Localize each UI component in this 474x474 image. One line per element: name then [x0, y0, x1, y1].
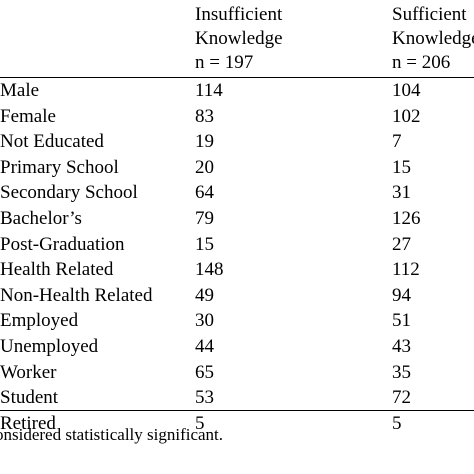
cell-sufficient: 35 [392, 361, 411, 383]
table-row: Student 53 72 [0, 385, 474, 411]
cell-insufficient: 15 [195, 233, 214, 255]
cell-insufficient: 53 [195, 387, 214, 409]
row-label: Not Educated [0, 131, 104, 153]
table-bottom-rule [0, 410, 474, 411]
cell-sufficient: 51 [392, 310, 411, 332]
table-row: Health Related 148 112 [0, 257, 474, 283]
table-row: Not Educated 19 7 [0, 129, 474, 155]
column-header-insufficient: Insufficient Knowledge n = 197 [195, 3, 283, 75]
cell-sufficient: 5 [392, 412, 402, 434]
table-body: Male 114 104 Female 83 102 Not Educated … [0, 78, 474, 436]
table-footnote: onsidered statistically significant. [0, 425, 224, 444]
cell-insufficient: 49 [195, 284, 214, 306]
table-row: Secondary School 64 31 [0, 180, 474, 206]
row-label: Health Related [0, 259, 114, 281]
cell-insufficient: 79 [195, 207, 214, 229]
cell-sufficient: 43 [392, 335, 411, 357]
cell-insufficient: 20 [195, 156, 214, 178]
table-row: Worker 65 35 [0, 360, 474, 386]
cell-sufficient: 72 [392, 387, 411, 409]
cell-insufficient: 114 [195, 80, 223, 101]
table-row: Post-Graduation 15 27 [0, 232, 474, 258]
column-header-line: Insufficient [195, 4, 283, 25]
cell-sufficient: 31 [392, 182, 411, 204]
column-header-line: n = 197 [195, 52, 254, 73]
cell-sufficient: 104 [392, 80, 421, 101]
cell-insufficient: 44 [195, 335, 214, 357]
cell-sufficient: 112 [392, 259, 420, 281]
row-label: Secondary School [0, 182, 138, 204]
row-label: Employed [0, 310, 79, 332]
cell-insufficient: 148 [195, 259, 224, 281]
cell-sufficient: 102 [392, 105, 421, 127]
cell-sufficient: 27 [392, 233, 411, 255]
cell-sufficient: 7 [392, 131, 402, 153]
column-header-sufficient: Sufficient Knowledge n = 206 [392, 3, 474, 75]
row-label: Worker [0, 361, 57, 383]
cell-sufficient: 15 [392, 156, 411, 178]
cell-sufficient: 126 [392, 207, 421, 229]
table-top-rule [0, 77, 474, 78]
table-row: Female 83 102 [0, 104, 474, 130]
column-header-line: Knowledge [195, 28, 283, 49]
table-row: Bachelor’s 79 126 [0, 206, 474, 232]
row-label: Female [0, 105, 56, 127]
table-row: Retired 5 5 [0, 411, 474, 437]
row-label: Male [0, 80, 40, 101]
row-label: Student [0, 387, 59, 409]
row-label: Retired [0, 412, 56, 434]
row-label: Bachelor’s [0, 207, 82, 229]
column-header-line: Knowledge [392, 28, 474, 49]
table-row: Primary School 20 15 [0, 155, 474, 181]
cell-sufficient: 94 [392, 284, 411, 306]
table-header: Insufficient Knowledge n = 197 Sufficien… [0, 0, 474, 80]
row-label: Primary School [0, 156, 119, 178]
table-row: Unemployed 44 43 [0, 334, 474, 360]
cell-insufficient: 19 [195, 131, 214, 153]
column-header-line: Sufficient [392, 4, 467, 25]
row-label: Non-Health Related [0, 284, 153, 306]
row-label: Unemployed [0, 335, 99, 357]
column-header-line: n = 206 [392, 52, 451, 73]
cell-insufficient: 5 [195, 412, 205, 434]
cell-insufficient: 65 [195, 361, 214, 383]
row-label: Post-Graduation [0, 233, 125, 255]
table-row: Non-Health Related 49 94 [0, 283, 474, 309]
cell-insufficient: 83 [195, 105, 214, 127]
cell-insufficient: 64 [195, 182, 214, 204]
table-row: Male 114 104 [0, 78, 474, 104]
table-row: Employed 30 51 [0, 308, 474, 334]
cell-insufficient: 30 [195, 310, 214, 332]
